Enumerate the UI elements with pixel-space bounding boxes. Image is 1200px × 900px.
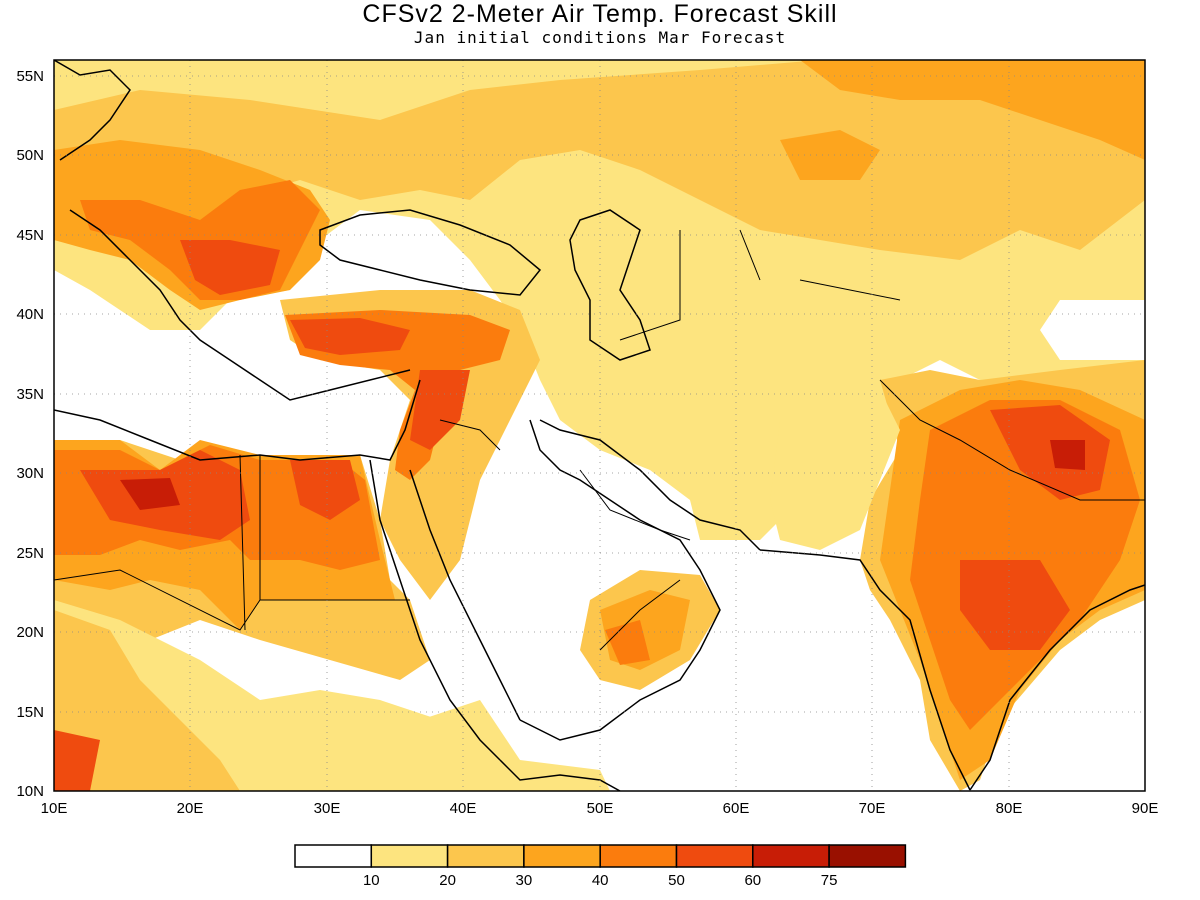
india-coast <box>759 549 1145 791</box>
skill-region-india-core <box>990 405 1110 500</box>
borders <box>54 229 1145 651</box>
lat-tick-labels: 10N 15N 20N 25N 30N 35N 40N 45N 50N 55N <box>16 68 44 800</box>
europe-coast <box>54 60 411 401</box>
colorbar-tick-label: 10 <box>363 872 380 889</box>
colorbar-swatch <box>370 844 449 868</box>
skill-region-turkey-core <box>290 318 410 355</box>
persian-gulf <box>539 419 761 551</box>
colorbar-tick-label: 40 <box>592 872 609 889</box>
lat-tick-label: 50N <box>16 147 44 164</box>
skill-region-egypt-core <box>290 460 360 520</box>
colorbar-tick-label: 30 <box>516 872 533 889</box>
skill-region-levant-core <box>410 370 470 450</box>
mediterranean-south <box>54 379 421 461</box>
lat-tick-label: 15N <box>16 704 44 721</box>
lat-tick-label: 30N <box>16 465 44 482</box>
skill-region-russia-east <box>800 60 1145 160</box>
lat-tick-label: 40N <box>16 306 44 323</box>
colorbar-labels: 10 20 30 40 50 60 75 <box>363 872 837 889</box>
lat-tick-label: 25N <box>16 545 44 562</box>
lat-tick-label: 55N <box>16 68 44 85</box>
lon-tick-label: 60E <box>723 800 750 817</box>
colorbar-swatch <box>446 844 525 868</box>
lon-tick-label: 20E <box>177 800 204 817</box>
skill-region-balkans-core <box>180 240 280 295</box>
skill-region-libya-max <box>120 478 180 510</box>
lat-tick-label: 10N <box>16 783 44 800</box>
lon-tick-label: 70E <box>859 800 886 817</box>
coastlines <box>54 60 1145 791</box>
lon-tick-labels: 10E 20E 30E 40E 50E 60E 70E 80E 90E <box>41 800 1159 817</box>
colorbar-swatch <box>752 844 830 868</box>
colorbar-swatch <box>828 844 907 868</box>
map-subtitle: Jan initial conditions Mar Forecast <box>413 28 787 47</box>
colorbar-swatch <box>294 844 373 868</box>
africa-horn <box>499 759 621 791</box>
skill-region-russia-core <box>780 130 880 180</box>
colorbar-swatch <box>599 844 678 868</box>
skill-region-chad-red <box>54 730 100 791</box>
skill-region-sahel-orange <box>54 610 240 791</box>
lon-tick-label: 10E <box>41 800 68 817</box>
caspian-sea <box>569 209 651 361</box>
colorbar-tick-label: 60 <box>744 872 761 889</box>
lon-tick-label: 80E <box>996 800 1023 817</box>
map-frame <box>53 59 1146 792</box>
black-sea <box>319 209 542 296</box>
lon-tick-label: 40E <box>450 800 477 817</box>
colorbar-swatch <box>675 844 754 868</box>
map-plot-area <box>53 59 1146 792</box>
skill-region-india-max <box>1050 440 1085 470</box>
colorbar-swatches <box>294 844 907 868</box>
lon-tick-label: 90E <box>1132 800 1159 817</box>
colorbar-tick-label: 75 <box>821 872 838 889</box>
map-title: CFSv2 2-Meter Air Temp. Forecast Skill <box>362 0 838 28</box>
lon-tick-label: 50E <box>587 800 614 817</box>
red-sea <box>369 459 521 761</box>
skill-region-oman-core <box>605 620 650 665</box>
skill-region-pakistan <box>770 390 900 550</box>
colorbar-tick-label: 50 <box>668 872 685 889</box>
skill-region-india-core-south <box>960 560 1070 650</box>
colorbar-tick-label: 20 <box>439 872 456 889</box>
lat-tick-label: 20N <box>16 624 44 641</box>
lon-tick-label: 30E <box>314 800 341 817</box>
arabia-coast <box>519 419 721 741</box>
lat-tick-label: 35N <box>16 386 44 403</box>
lat-tick-label: 45N <box>16 227 44 244</box>
colorbar-swatch <box>523 844 601 868</box>
colorbar: 10 20 30 40 50 60 75 <box>294 844 907 889</box>
